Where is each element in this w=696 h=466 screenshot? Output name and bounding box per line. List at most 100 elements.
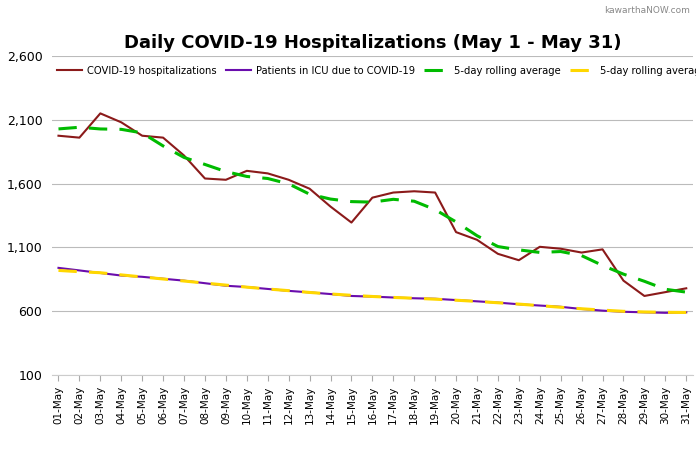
Patients in ICU due to COVID-19: [368, 294, 377, 299]
Line: COVID-19 hospitalizations: COVID-19 hospitalizations: [58, 113, 686, 296]
5-day rolling average: [661, 309, 670, 315]
COVID-19 hospitalizations: [306, 186, 314, 192]
5-day rolling average: [473, 299, 481, 304]
Patients in ICU due to COVID-19: [159, 276, 167, 281]
COVID-19 hospitalizations: [117, 119, 125, 125]
Patients in ICU due to COVID-19: [117, 273, 125, 278]
COVID-19 hospitalizations: [493, 251, 502, 257]
Patients in ICU due to COVID-19: [96, 270, 104, 276]
Line: 5-day rolling average: 5-day rolling average: [58, 270, 686, 313]
Patients in ICU due to COVID-19: [389, 295, 397, 300]
5-day rolling average: [578, 306, 586, 312]
5-day rolling average: [493, 244, 502, 249]
COVID-19 hospitalizations: [54, 133, 63, 138]
Patients in ICU due to COVID-19: [619, 309, 628, 315]
5-day rolling average: [514, 302, 523, 307]
5-day rolling average: [222, 169, 230, 174]
5-day rolling average: [117, 127, 125, 132]
5-day rolling average: [117, 272, 125, 278]
5-day rolling average: [599, 263, 607, 268]
5-day rolling average: [159, 276, 167, 282]
COVID-19 hospitalizations: [682, 286, 690, 291]
Line: Patients in ICU due to COVID-19: Patients in ICU due to COVID-19: [58, 268, 686, 313]
5-day rolling average: [557, 304, 565, 310]
5-day rolling average: [306, 290, 314, 295]
5-day rolling average: [326, 291, 335, 297]
Patients in ICU due to COVID-19: [536, 303, 544, 308]
5-day rolling average: [473, 233, 481, 239]
5-day rolling average: [54, 126, 63, 132]
5-day rolling average: [619, 308, 628, 314]
5-day rolling average: [452, 219, 460, 225]
COVID-19 hospitalizations: [159, 135, 167, 140]
5-day rolling average: [493, 300, 502, 306]
Line: 5-day rolling average: 5-day rolling average: [58, 127, 686, 292]
5-day rolling average: [75, 124, 84, 130]
Patients in ICU due to COVID-19: [557, 304, 565, 309]
COVID-19 hospitalizations: [557, 246, 565, 252]
Patients in ICU due to COVID-19: [493, 300, 502, 305]
5-day rolling average: [410, 199, 418, 204]
Patients in ICU due to COVID-19: [347, 293, 356, 299]
5-day rolling average: [536, 303, 544, 308]
5-day rolling average: [222, 282, 230, 288]
Patients in ICU due to COVID-19: [180, 278, 188, 283]
5-day rolling average: [347, 199, 356, 205]
COVID-19 hospitalizations: [368, 195, 377, 200]
Patients in ICU due to COVID-19: [661, 310, 670, 315]
Patients in ICU due to COVID-19: [452, 297, 460, 303]
5-day rolling average: [138, 130, 146, 136]
COVID-19 hospitalizations: [661, 289, 670, 295]
5-day rolling average: [431, 207, 439, 212]
Patients in ICU due to COVID-19: [138, 274, 146, 280]
5-day rolling average: [368, 199, 377, 205]
5-day rolling average: [243, 284, 251, 290]
Patients in ICU due to COVID-19: [682, 309, 690, 315]
5-day rolling average: [619, 271, 628, 277]
COVID-19 hospitalizations: [326, 204, 335, 209]
5-day rolling average: [96, 126, 104, 132]
COVID-19 hospitalizations: [389, 190, 397, 195]
COVID-19 hospitalizations: [285, 177, 293, 183]
Text: kawarthaNOW.com: kawarthaNOW.com: [605, 6, 690, 14]
Patients in ICU due to COVID-19: [222, 283, 230, 288]
5-day rolling average: [264, 286, 272, 292]
COVID-19 hospitalizations: [431, 190, 439, 195]
5-day rolling average: [536, 250, 544, 255]
Patients in ICU due to COVID-19: [599, 308, 607, 314]
Patients in ICU due to COVID-19: [243, 284, 251, 290]
5-day rolling average: [682, 310, 690, 315]
5-day rolling average: [410, 295, 418, 301]
5-day rolling average: [243, 174, 251, 179]
Patients in ICU due to COVID-19: [578, 306, 586, 312]
5-day rolling average: [640, 279, 649, 284]
Patients in ICU due to COVID-19: [431, 296, 439, 302]
5-day rolling average: [159, 143, 167, 149]
COVID-19 hospitalizations: [410, 188, 418, 194]
COVID-19 hospitalizations: [619, 278, 628, 283]
Patients in ICU due to COVID-19: [75, 267, 84, 273]
5-day rolling average: [682, 289, 690, 295]
COVID-19 hospitalizations: [243, 168, 251, 174]
5-day rolling average: [452, 297, 460, 303]
Patients in ICU due to COVID-19: [264, 286, 272, 292]
5-day rolling average: [389, 295, 397, 300]
COVID-19 hospitalizations: [347, 220, 356, 226]
5-day rolling average: [578, 253, 586, 259]
Patients in ICU due to COVID-19: [410, 295, 418, 301]
Patients in ICU due to COVID-19: [473, 299, 481, 304]
COVID-19 hospitalizations: [138, 133, 146, 138]
Patients in ICU due to COVID-19: [326, 291, 335, 297]
5-day rolling average: [640, 309, 649, 315]
COVID-19 hospitalizations: [200, 176, 209, 181]
5-day rolling average: [306, 192, 314, 197]
Patients in ICU due to COVID-19: [306, 289, 314, 295]
COVID-19 hospitalizations: [75, 135, 84, 140]
5-day rolling average: [200, 280, 209, 286]
5-day rolling average: [326, 196, 335, 202]
5-day rolling average: [557, 249, 565, 254]
Title: Daily COVID-19 Hospitalizations (May 1 - May 31): Daily COVID-19 Hospitalizations (May 1 -…: [124, 34, 621, 52]
COVID-19 hospitalizations: [536, 244, 544, 250]
5-day rolling average: [285, 288, 293, 294]
5-day rolling average: [180, 155, 188, 160]
